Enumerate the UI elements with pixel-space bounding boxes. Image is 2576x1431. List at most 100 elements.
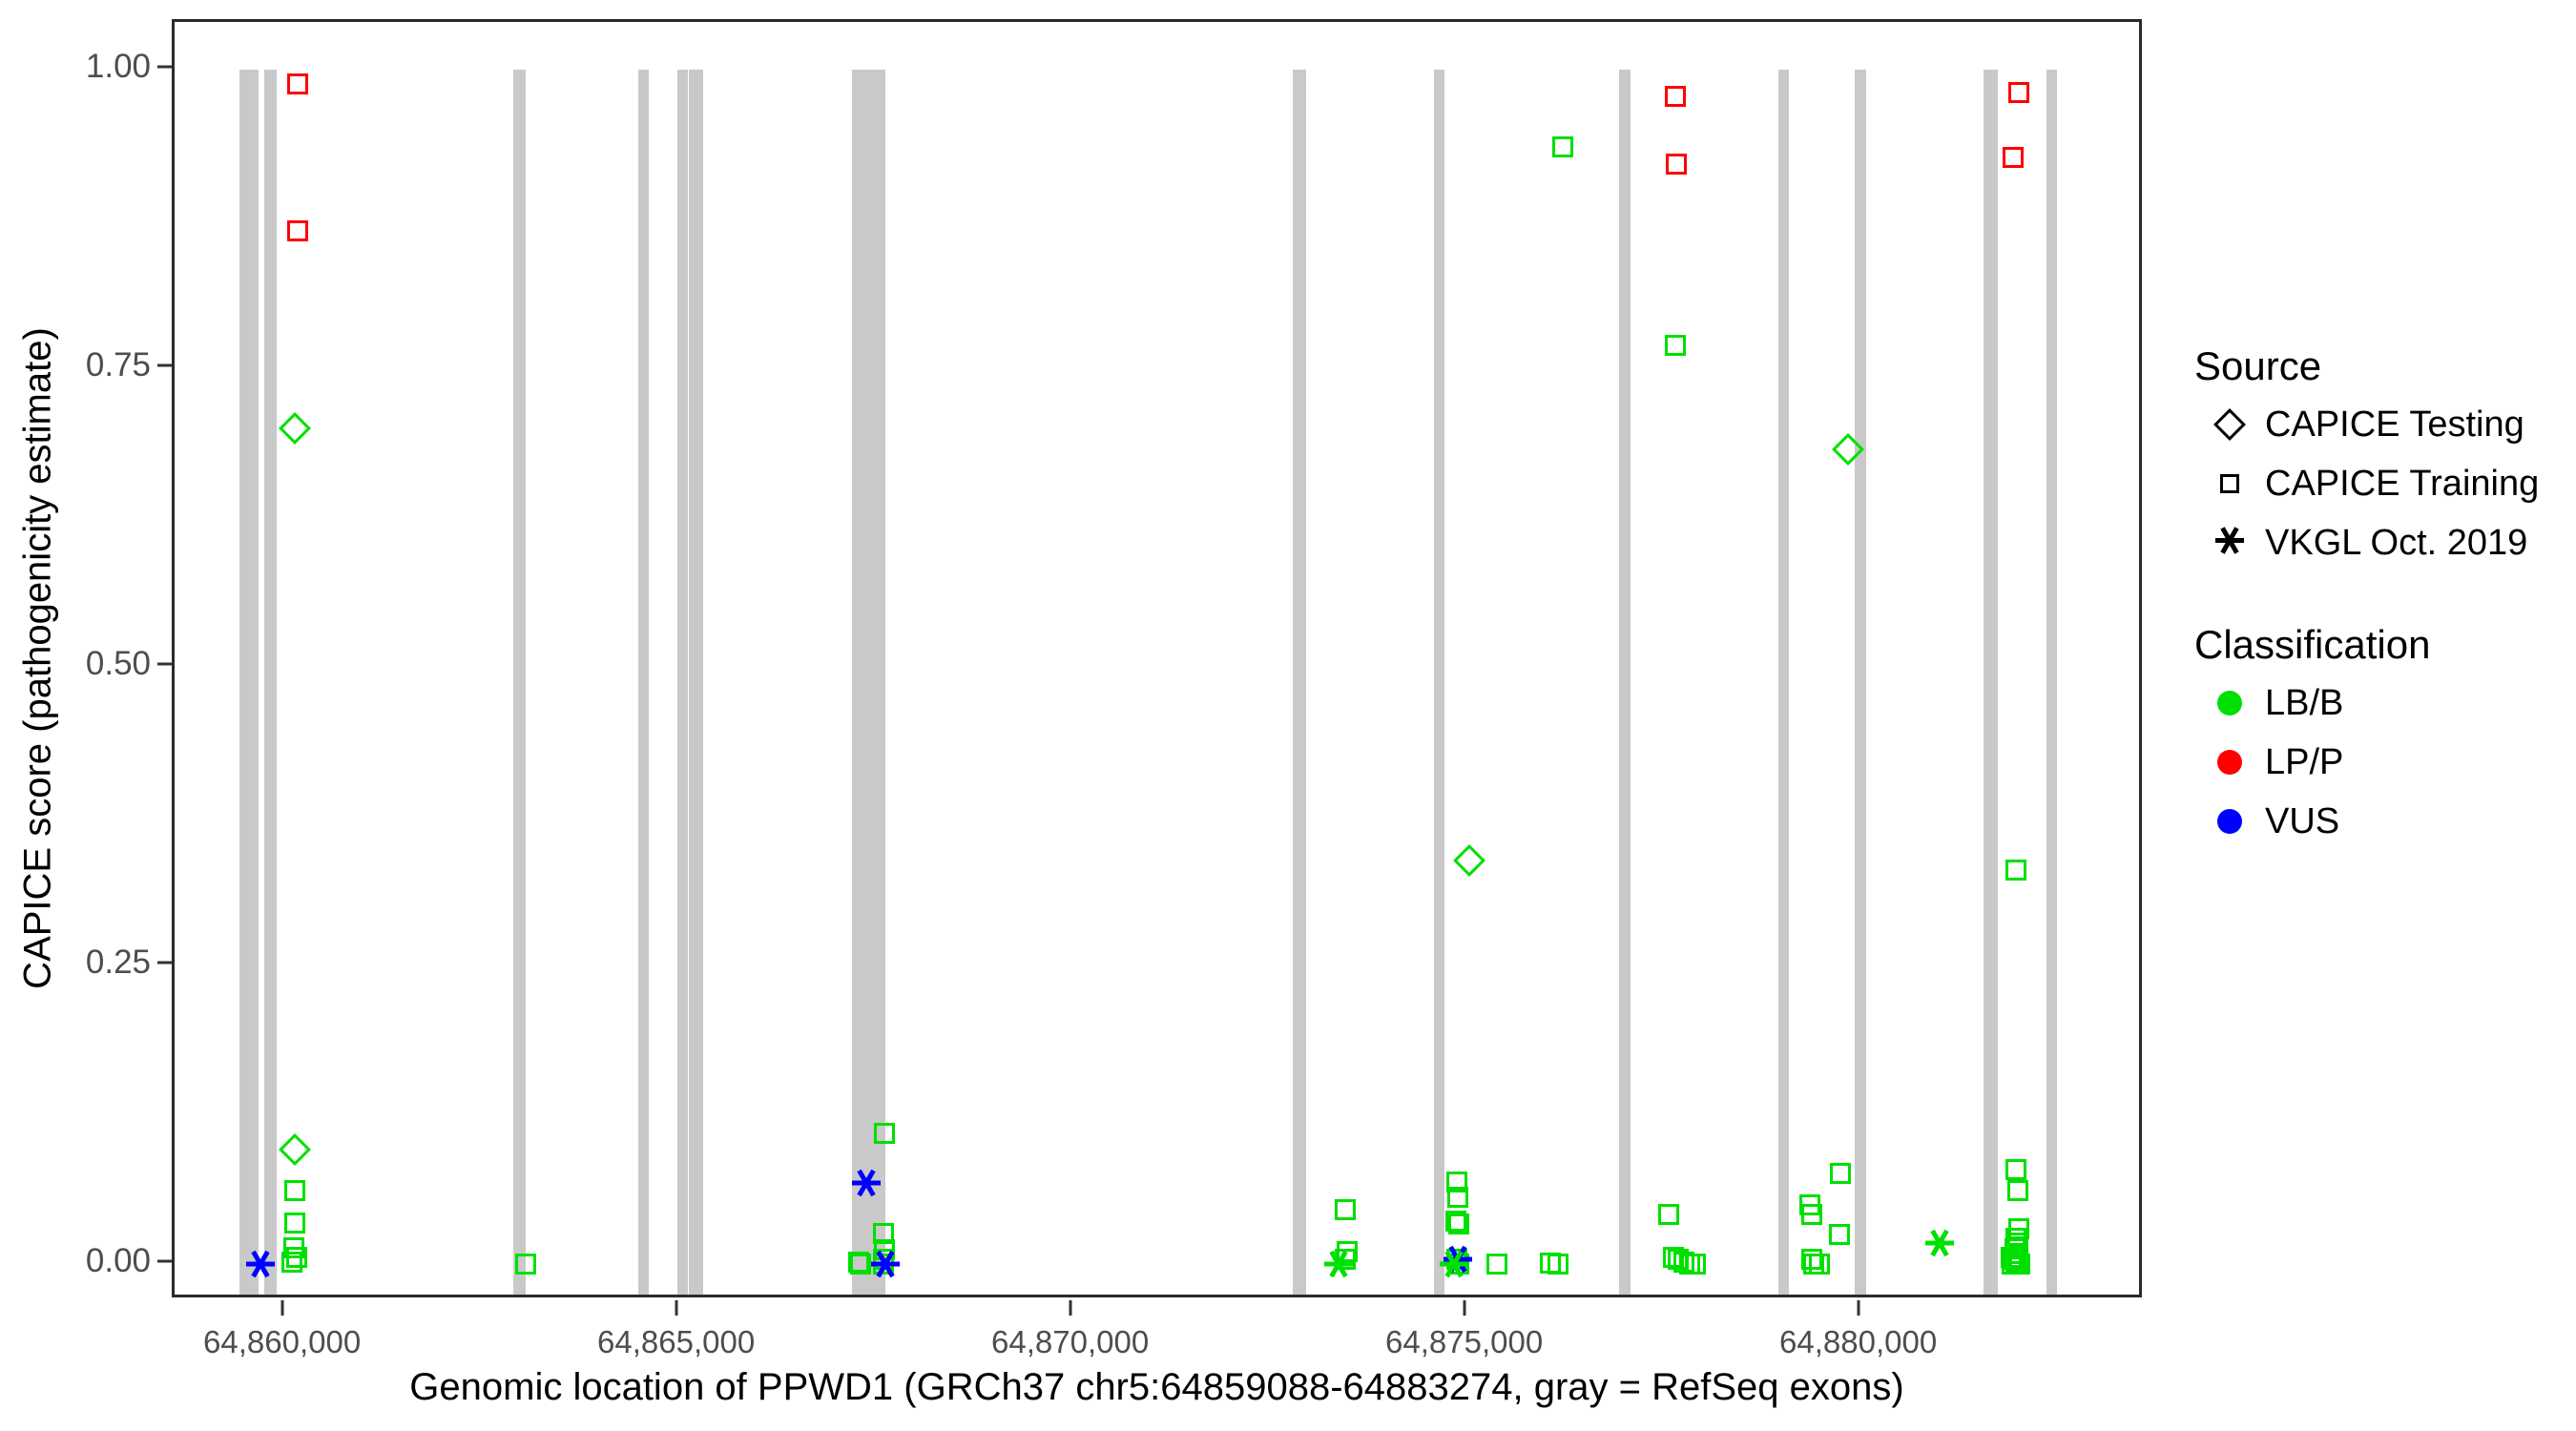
x-axis-title: Genomic location of PPWD1 (GRCh37 chr5:6… xyxy=(409,1366,1904,1408)
y-axis-tick-label: 0.50 xyxy=(85,645,151,683)
data-point-square xyxy=(1548,1254,1569,1275)
x-axis-tick-mark xyxy=(1069,1300,1072,1316)
y-axis-tick-label: 0.00 xyxy=(85,1242,151,1280)
data-point-square xyxy=(2003,1249,2025,1271)
y-axis-tick-mark xyxy=(157,363,172,367)
legend-item-label: LB/B xyxy=(2265,682,2344,723)
exon-bar xyxy=(2046,70,2057,1295)
legend-key-square-icon xyxy=(2194,454,2265,513)
y-axis-tick-mark xyxy=(157,961,172,964)
data-point-square xyxy=(1552,136,1574,158)
legend-item[interactable]: CAPICE Training xyxy=(2194,454,2566,513)
y-axis-tick-mark xyxy=(157,1259,172,1263)
exon-bar xyxy=(851,70,886,1295)
data-point-square xyxy=(2003,146,2025,168)
legend-item[interactable]: VUS xyxy=(2194,792,2566,851)
data-point-square xyxy=(850,1254,872,1275)
exon-bar xyxy=(1433,70,1444,1295)
legend-item[interactable]: LB/B xyxy=(2194,674,2566,733)
data-point-square xyxy=(283,1212,305,1234)
y-axis-tick-label: 0.75 xyxy=(85,346,151,384)
data-point-square xyxy=(1446,1187,1468,1209)
legend-item-label: VKGL Oct. 2019 xyxy=(2265,522,2528,563)
data-point-square xyxy=(1685,1254,1707,1275)
legend-key-star-icon xyxy=(2194,513,2265,572)
legend-item[interactable]: LP/P xyxy=(2194,733,2566,792)
data-point-square xyxy=(2005,1159,2026,1181)
x-axis-tick-label: 64,865,000 xyxy=(597,1324,756,1359)
legend-item-label: CAPICE Testing xyxy=(2265,404,2524,445)
legend-key-dot-icon xyxy=(2194,792,2265,851)
exon-bar xyxy=(689,70,704,1295)
data-point-square xyxy=(1672,1251,1694,1273)
data-point-square xyxy=(286,73,308,95)
data-point-square xyxy=(286,220,308,242)
data-point-star xyxy=(1925,1229,1955,1257)
legend-block: Classification LB/B LP/P VUS xyxy=(2194,622,2566,851)
data-point-square xyxy=(283,1179,305,1201)
legend-key-diamond-icon xyxy=(2194,395,2265,454)
y-axis-tick-mark xyxy=(157,662,172,666)
data-point-diamond xyxy=(279,1133,312,1167)
x-axis-tick-label: 64,860,000 xyxy=(203,1324,362,1359)
x-axis-tick-mark xyxy=(1463,1300,1466,1316)
legend: Source CAPICE Testing CAPICE Training VKGL … xyxy=(2194,343,2566,901)
exon-bar xyxy=(1293,70,1307,1295)
data-point-square xyxy=(2005,860,2026,881)
data-point-square xyxy=(1801,1203,1823,1225)
data-point-star xyxy=(1439,1250,1468,1278)
data-point-square xyxy=(2007,81,2029,103)
plot-panel xyxy=(172,19,2142,1297)
x-axis-tick-mark xyxy=(1857,1300,1860,1316)
exon-bar xyxy=(1619,70,1631,1295)
data-point-square xyxy=(1808,1254,1830,1275)
data-point-square xyxy=(1445,1211,1467,1233)
data-point-square xyxy=(1664,85,1686,107)
legend-title: Classification xyxy=(2194,622,2431,667)
legend-title: Source xyxy=(2194,343,2322,388)
legend-key-dot-icon xyxy=(2194,674,2265,733)
exon-bar xyxy=(637,70,649,1295)
x-axis-tick-mark xyxy=(280,1300,284,1316)
exon-bar xyxy=(239,70,259,1295)
data-point-diamond xyxy=(1453,844,1486,878)
exon-bar xyxy=(1777,70,1789,1295)
exon-bar xyxy=(676,70,688,1295)
legend-item[interactable]: VKGL Oct. 2019 xyxy=(2194,513,2566,572)
data-point-square xyxy=(515,1254,537,1275)
legend-item-label: CAPICE Training xyxy=(2265,463,2540,504)
data-point-square xyxy=(874,1122,896,1144)
data-point-square xyxy=(1448,1213,1470,1234)
exon-bar xyxy=(1855,70,1866,1295)
exon-bar xyxy=(1984,70,1998,1295)
data-point-diamond xyxy=(279,411,312,445)
data-point-square xyxy=(1664,335,1686,357)
legend-item-label: VUS xyxy=(2265,800,2340,841)
x-axis-tick-label: 64,870,000 xyxy=(991,1324,1150,1359)
data-point-star xyxy=(246,1250,276,1278)
data-point-square xyxy=(2007,1179,2028,1201)
data-point-square xyxy=(2006,1251,2028,1273)
x-axis-tick-mark xyxy=(675,1300,678,1316)
plot-area xyxy=(175,22,2139,1295)
exon-bar xyxy=(264,70,277,1295)
data-point-star xyxy=(852,1169,882,1197)
y-axis-title: CAPICE score (pathogenicity estimate) xyxy=(10,19,67,1297)
data-point-square xyxy=(1829,1224,1851,1246)
data-point-square xyxy=(2008,1254,2030,1275)
data-point-square xyxy=(1486,1254,1508,1275)
data-point-square xyxy=(1665,154,1687,176)
legend-item[interactable]: CAPICE Testing xyxy=(2194,395,2566,454)
data-point-square xyxy=(1830,1163,1852,1185)
data-point-square xyxy=(286,1246,308,1268)
legend-key-dot-icon xyxy=(2194,733,2265,792)
y-axis-tick-label: 1.00 xyxy=(85,48,151,86)
data-point-star xyxy=(871,1250,901,1278)
y-axis-tick-mark xyxy=(157,65,172,69)
x-axis-tick-label: 64,880,000 xyxy=(1779,1324,1938,1359)
x-axis-tick-label: 64,875,000 xyxy=(1385,1324,1544,1359)
data-point-square xyxy=(1445,1172,1467,1193)
legend-block: Source CAPICE Testing CAPICE Training VKGL … xyxy=(2194,343,2566,572)
exon-bar xyxy=(513,70,526,1295)
